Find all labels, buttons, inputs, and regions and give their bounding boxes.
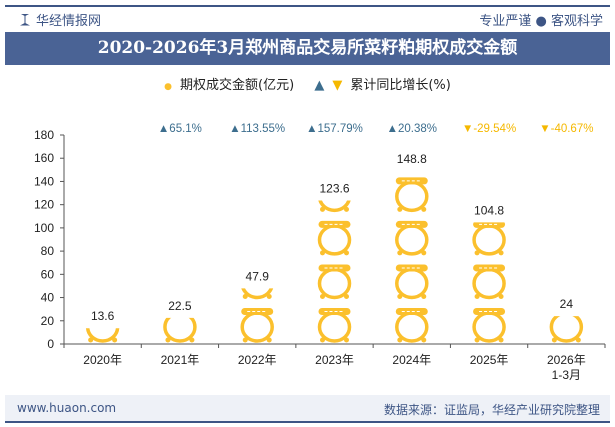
pot-icon [472, 264, 506, 300]
footer-source: 数据来源：证监局，华经产业研究院整理 [383, 403, 600, 417]
legend-item-amount: ● 期权成交金额(亿元) [164, 78, 295, 93]
x-tick-label: 2025年 [470, 353, 509, 367]
footer-url[interactable]: www.huaon.com [17, 401, 117, 415]
bar-4 [395, 177, 429, 343]
bar-5 [472, 222, 506, 343]
legend-item-growth: ▲ ▼ 累计同比增长(%) [314, 78, 451, 93]
data-label: 13.6 [91, 309, 115, 323]
bar-1 [163, 317, 197, 343]
data-label: 123.6 [319, 181, 349, 195]
growth-label: ▲20.38% [387, 123, 437, 135]
data-label: 104.8 [474, 203, 504, 217]
y-tick-label: 180 [34, 128, 54, 142]
x-tick-label: 2024年 [392, 353, 431, 367]
pot-icon [395, 220, 429, 256]
top-rule [5, 5, 610, 7]
data-label: 22.5 [168, 299, 192, 313]
x-tick-label: 2021年 [161, 353, 200, 367]
data-label: 148.8 [397, 152, 427, 166]
x-tick-label: 2023年 [315, 353, 354, 367]
y-tick-label: 40 [41, 291, 55, 305]
chart-title: 2020-2026年3月郑州商品交易所菜籽粕期权成交金额 [5, 32, 610, 65]
x-tick-label: 2022年 [238, 353, 277, 367]
bottom-rule [5, 421, 610, 423]
down-triangle-icon: ▼ [332, 78, 343, 93]
x-tick-label: 2020年 [83, 353, 122, 367]
pot-icon [549, 316, 584, 343]
pot-icon [472, 308, 506, 343]
pot-icon [395, 264, 429, 300]
logo-icon [20, 13, 30, 26]
pot-icon [163, 317, 197, 343]
x-tick-label: 1-3月 [552, 368, 581, 382]
pot-icon [317, 264, 352, 300]
y-tick-label: 80 [41, 244, 55, 258]
x-tick-label: 2026年 [547, 353, 586, 367]
data-label: 47.9 [246, 269, 270, 283]
pot-icon [395, 177, 429, 213]
pot-icon [241, 288, 274, 300]
slogan: 专业严谨 ● 客观科学 [479, 14, 603, 29]
growth-label: ▼-29.54% [462, 123, 516, 135]
pot-icon [240, 308, 274, 343]
growth-label: ▲113.55% [229, 123, 285, 135]
data-label: 24 [560, 297, 574, 311]
growth-label: ▲157.79% [306, 123, 363, 135]
legend: ● 期权成交金额(亿元) ▲ ▼ 累计同比增长(%) [0, 74, 615, 93]
pot-icon: ● [164, 82, 173, 92]
y-tick-label: 0 [47, 337, 54, 351]
pot-icon [472, 222, 506, 256]
y-tick-label: 20 [41, 314, 55, 328]
up-triangle-icon: ▲ [314, 78, 325, 93]
y-tick-label: 100 [34, 221, 54, 235]
y-tick-label: 120 [34, 198, 54, 212]
y-tick-label: 60 [41, 267, 55, 281]
brand: 华经情报网 [20, 10, 101, 29]
pot-icon [317, 220, 352, 256]
bar-2 [240, 288, 274, 343]
footer: www.huaon.com 数据来源：证监局，华经产业研究院整理 [5, 395, 610, 421]
brand-name: 华经情报网 [36, 14, 102, 29]
bar-6 [549, 316, 584, 343]
growth-label: ▼-40.67% [539, 123, 593, 135]
bar-3 [317, 200, 352, 343]
y-tick-label: 140 [34, 174, 54, 188]
y-tick-label: 160 [34, 151, 54, 165]
pot-icon [317, 308, 352, 343]
pot-icon [85, 328, 120, 343]
growth-label: ▲65.1% [158, 123, 202, 135]
pot-icon [395, 308, 429, 343]
pot-icon [318, 200, 351, 213]
bar-0 [85, 328, 120, 343]
